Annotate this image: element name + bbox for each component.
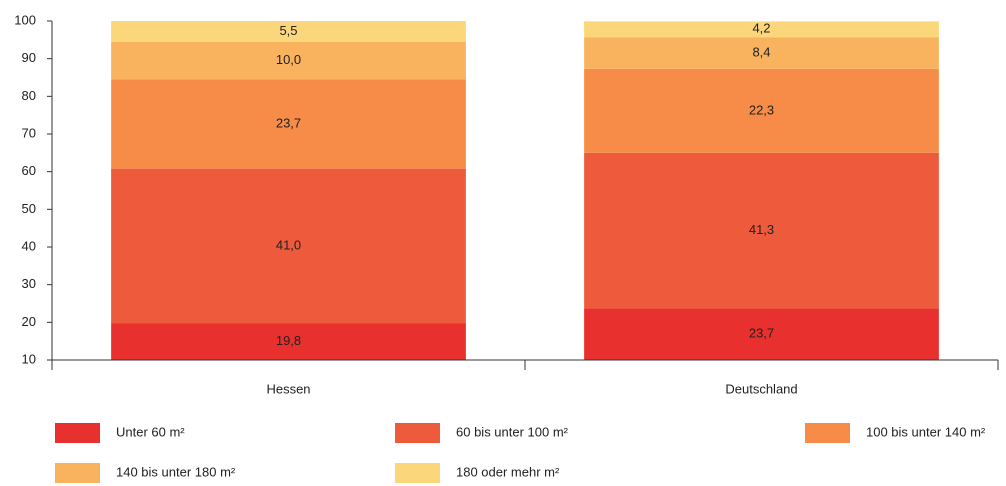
legend-swatch <box>55 423 100 443</box>
value-label: 19,8 <box>276 333 301 348</box>
y-tick-label: 80 <box>22 88 36 103</box>
value-label: 23,7 <box>276 115 301 130</box>
x-tick-label: Deutschland <box>725 381 797 396</box>
y-tick-label: 100 <box>14 12 36 27</box>
value-label: 41,3 <box>749 222 774 237</box>
y-tick-label: 50 <box>22 201 36 216</box>
value-label: 41,0 <box>276 237 301 252</box>
legend-swatch <box>805 423 850 443</box>
y-tick-label: 10 <box>22 351 36 366</box>
bar-segment <box>584 68 939 153</box>
bar-segment <box>584 152 939 309</box>
value-label: 23,7 <box>749 326 774 341</box>
x-tick-label: Hessen <box>266 381 310 396</box>
bar-segment <box>111 323 466 360</box>
legend-label: Unter 60 m² <box>116 424 185 439</box>
legend-swatch <box>55 463 100 483</box>
legend-swatch <box>395 463 440 483</box>
legend-swatch <box>395 423 440 443</box>
legend-label: 60 bis unter 100 m² <box>456 424 569 439</box>
legend-label: 180 oder mehr m² <box>456 464 560 479</box>
value-label: 10,0 <box>276 52 301 67</box>
y-tick-label: 40 <box>22 238 36 253</box>
value-label: 22,3 <box>749 102 774 117</box>
bar-segment <box>111 168 466 324</box>
y-tick-label: 90 <box>22 50 36 65</box>
bar-segment <box>111 79 466 169</box>
bar-segment <box>111 41 466 80</box>
legend-label: 100 bis unter 140 m² <box>866 424 986 439</box>
bar-segment <box>584 21 939 38</box>
y-tick-label: 20 <box>22 314 36 329</box>
y-tick-label: 70 <box>22 125 36 140</box>
y-tick-label: 30 <box>22 276 36 291</box>
value-label: 5,5 <box>279 23 297 38</box>
y-tick-label: 60 <box>22 163 36 178</box>
legend-label: 140 bis unter 180 m² <box>116 464 236 479</box>
bar-segment <box>584 37 939 69</box>
value-label: 8,4 <box>752 44 770 59</box>
bar-segment <box>111 21 466 42</box>
value-label: 4,2 <box>752 21 770 36</box>
bar-segment <box>584 308 939 360</box>
